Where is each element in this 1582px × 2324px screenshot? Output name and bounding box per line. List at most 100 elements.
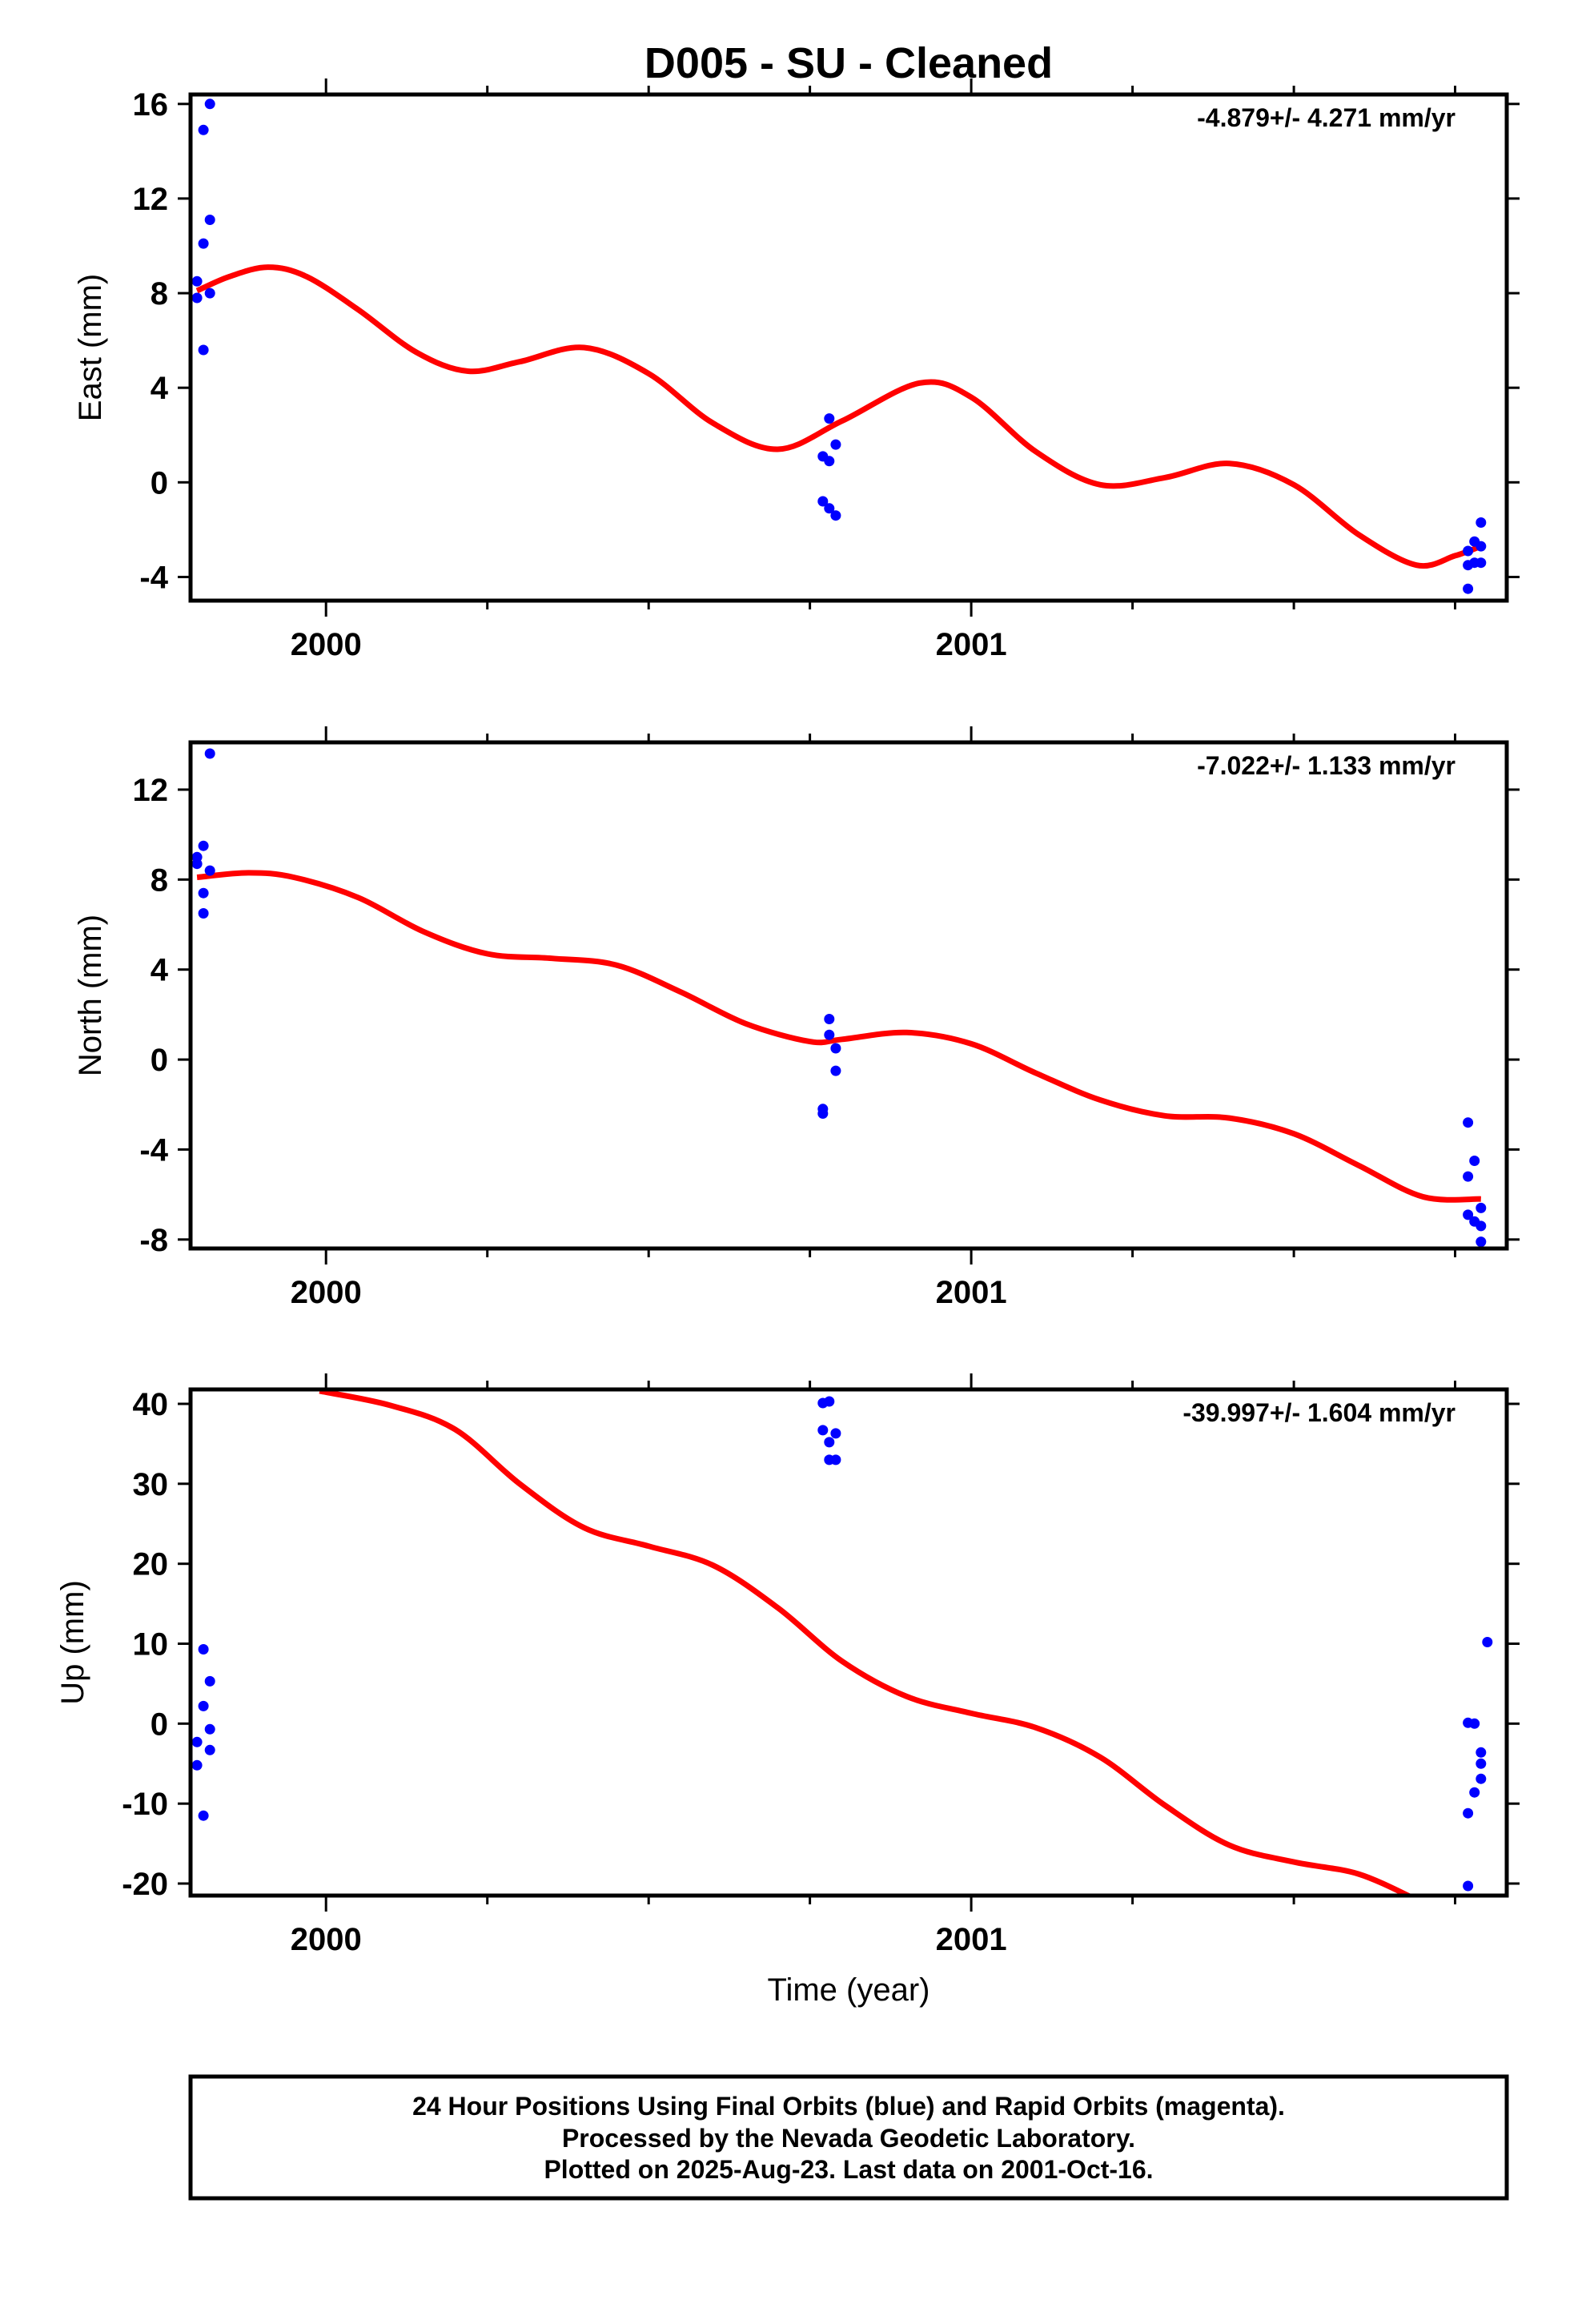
up-data-point <box>1476 1758 1487 1769</box>
up-fit-curve <box>319 1389 1415 1896</box>
x-axis-label: Time (year) <box>768 1972 930 2008</box>
up-data-point <box>1463 1807 1474 1819</box>
north-data-point <box>204 865 215 876</box>
north-data-point <box>1463 1209 1474 1220</box>
up-plot-frame <box>188 1387 1509 1898</box>
east-rate-annotation: -4.879+/- 4.271 mm/yr <box>1197 103 1456 132</box>
up-ytick-label: -10 <box>122 1787 168 1822</box>
east-data-point <box>824 413 835 424</box>
north-data-point <box>1476 1202 1487 1213</box>
east-data-point <box>824 503 835 514</box>
north-y-axis-label: North (mm) <box>73 915 108 1076</box>
up-data-point <box>824 1396 835 1407</box>
up-data-point <box>824 1437 835 1448</box>
north-ytick-label: 12 <box>133 773 169 808</box>
up-data-point <box>198 1810 209 1821</box>
north-xtick-label: 2000 <box>291 1275 362 1310</box>
east-data-point <box>1476 517 1487 528</box>
north-data-point <box>824 1029 835 1040</box>
east-data-point <box>1463 583 1474 594</box>
east-fit-curve <box>195 264 1483 569</box>
east-data-point <box>198 238 209 249</box>
east-xtick-label: 2000 <box>291 627 362 662</box>
footer-line-3: Plotted on 2025-Aug-23. Last data on 200… <box>544 2155 1153 2184</box>
north-data-point <box>1476 1220 1487 1232</box>
north-ytick-label: 0 <box>151 1043 168 1078</box>
north-rate-annotation: -7.022+/- 1.133 mm/yr <box>1197 751 1456 780</box>
up-data-point <box>1469 1718 1480 1729</box>
up-ytick-label: 10 <box>133 1627 169 1663</box>
north-ytick-label: -4 <box>139 1132 168 1168</box>
east-plot-frame <box>188 92 1509 603</box>
up-panel: -20 -10 0 10 20 30 40 2000 2001 Up (mm) -39.997+/-… <box>55 1373 1520 1957</box>
up-data-point <box>191 1759 203 1771</box>
up-data-point <box>204 1723 215 1735</box>
east-data-point <box>204 99 215 110</box>
up-xtick-label: 2000 <box>291 1922 362 1957</box>
up-ytick-label: 30 <box>133 1467 169 1502</box>
north-ytick-label: 8 <box>151 862 168 898</box>
east-data-point <box>830 510 841 521</box>
up-ytick-label: -20 <box>122 1867 168 1902</box>
up-data-point <box>198 1644 209 1655</box>
east-ytick-label: 4 <box>151 371 169 406</box>
up-ytick-label: 0 <box>151 1707 168 1742</box>
north-data-point <box>204 748 215 759</box>
east-data-point <box>198 344 209 356</box>
up-data-point <box>204 1675 215 1687</box>
up-data-point <box>817 1425 829 1436</box>
up-data-point <box>198 1700 209 1711</box>
up-data-point <box>1482 1637 1493 1647</box>
east-xtick-label: 2001 <box>936 627 1007 662</box>
up-data-point <box>191 1736 203 1747</box>
footer-box <box>188 2074 1509 2201</box>
east-data-point <box>1476 541 1487 552</box>
north-xtick-label: 2001 <box>936 1275 1007 1310</box>
north-data-point <box>830 1043 841 1054</box>
up-data-point <box>1463 1880 1474 1892</box>
east-ytick-label: 0 <box>151 465 168 501</box>
north-data-point <box>1469 1156 1480 1166</box>
north-data-point <box>198 887 209 899</box>
north-ytick-label: 4 <box>151 953 169 988</box>
north-ytick-label: -8 <box>139 1223 168 1258</box>
north-data-point <box>1463 1117 1474 1128</box>
east-data-point <box>191 275 203 287</box>
north-data-point <box>198 908 209 919</box>
east-data-point <box>1463 545 1474 557</box>
footer-line-1: 24 Hour Positions Using Final Orbits (bl… <box>412 2092 1285 2121</box>
east-y-axis-label: East (mm) <box>73 274 108 421</box>
north-panel: -8 -4 0 4 8 12 2000 2001 North (mm) -7.022+/- 1.1… <box>73 726 1520 1310</box>
up-data-point <box>204 1744 215 1755</box>
east-data-point <box>198 124 209 135</box>
north-fit-curve <box>196 870 1481 1203</box>
east-ytick-label: 12 <box>133 182 169 217</box>
up-data-point <box>1469 1787 1480 1798</box>
east-data-point <box>204 287 215 299</box>
east-data-point <box>191 292 203 304</box>
east-data-point <box>1476 557 1487 569</box>
north-data-point <box>830 1065 841 1076</box>
up-xtick-label: 2001 <box>936 1922 1007 1957</box>
east-ytick-label: -4 <box>139 561 168 596</box>
up-y-axis-label: Up (mm) <box>55 1580 90 1705</box>
north-data-point <box>824 1014 835 1024</box>
north-plot-frame <box>188 740 1509 1251</box>
east-data-point <box>204 215 215 225</box>
up-data-point <box>830 1428 841 1439</box>
east-data-point <box>824 456 835 467</box>
up-ytick-label: 40 <box>133 1387 169 1422</box>
up-rate-annotation: -39.997+/- 1.604 mm/yr <box>1182 1398 1456 1427</box>
north-data-point <box>817 1108 829 1119</box>
north-data-point <box>191 851 203 862</box>
east-ytick-label: 8 <box>151 276 168 312</box>
north-data-point <box>1463 1171 1474 1182</box>
east-panel: -4 0 4 8 12 16 2000 2001 East (mm) -4.879+/- 4.27… <box>73 78 1520 662</box>
east-ytick-label: 16 <box>133 87 169 123</box>
north-data-point <box>198 840 209 851</box>
east-data-point <box>830 439 841 450</box>
up-ytick-label: 20 <box>133 1547 169 1582</box>
footer-line-2: Processed by the Nevada Geodetic Laborat… <box>562 2124 1135 2153</box>
up-data-point <box>1476 1773 1487 1784</box>
